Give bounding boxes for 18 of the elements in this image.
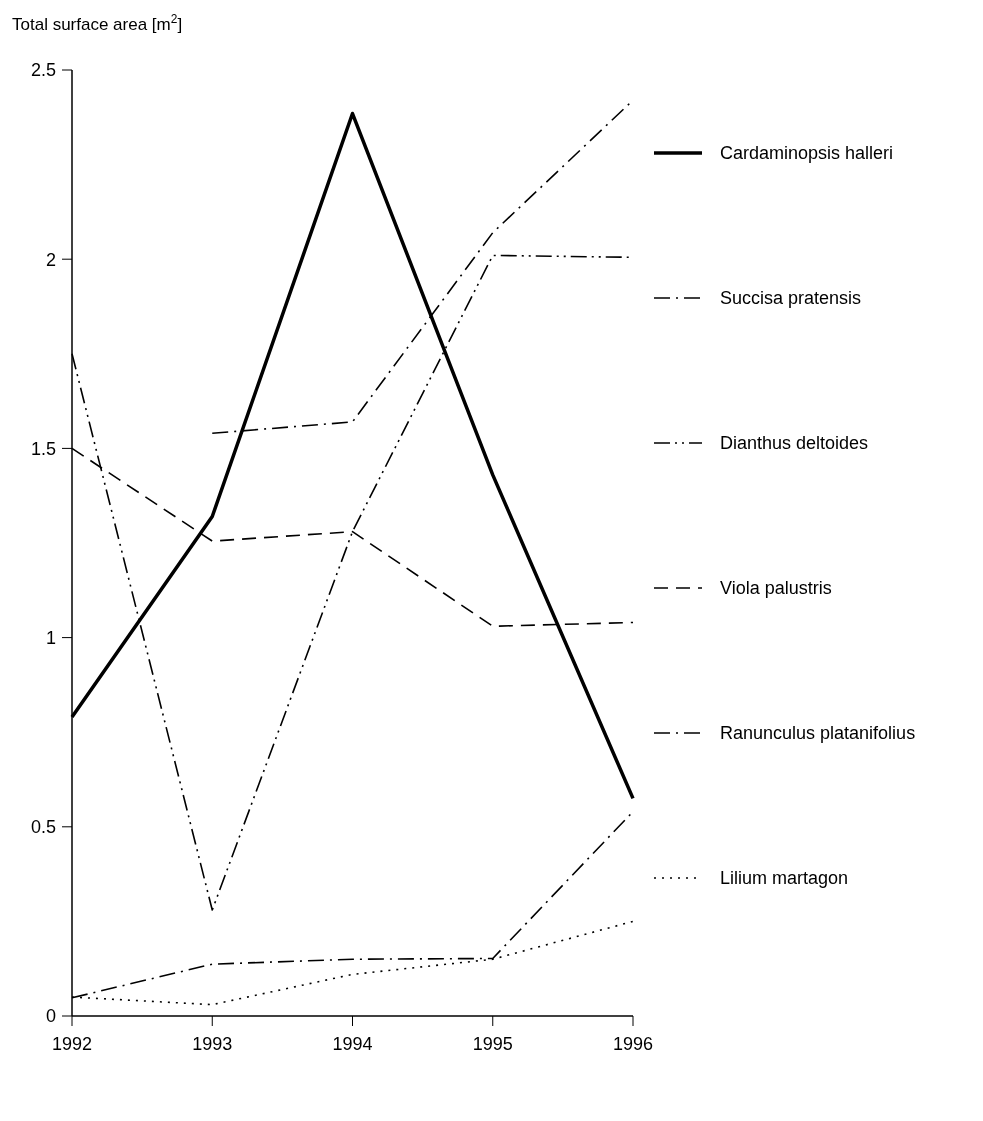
y-tick-label: 2	[45, 249, 56, 270]
x-tick-label: 1992	[51, 1034, 93, 1054]
y-tick-label: 1	[45, 627, 56, 648]
x-tick-label: 1996	[612, 1034, 654, 1054]
y-axis-title: Total surface area [m$^{2}$]	[12, 12, 183, 34]
y-tick-label: 0.5	[30, 817, 56, 838]
legend-label: Viola palustris	[720, 578, 832, 599]
x-tick-label: 1995	[472, 1034, 513, 1054]
legend-label: Ranunculus platanifolius	[720, 723, 916, 744]
x-tick-label: 1993	[192, 1034, 233, 1054]
legend-label: Dianthus deltoides	[720, 433, 869, 454]
y-tick-label: 1.5	[30, 438, 56, 459]
legend-label: Cardaminopsis halleri	[720, 143, 894, 164]
legend-label: Succisa pratensis	[720, 288, 862, 309]
legend-label: Lilium martagon	[720, 868, 849, 889]
y-tick-label: 2.5	[30, 60, 56, 81]
y-tick-label: 0	[45, 1006, 56, 1027]
x-tick-label: 1994	[332, 1034, 373, 1054]
